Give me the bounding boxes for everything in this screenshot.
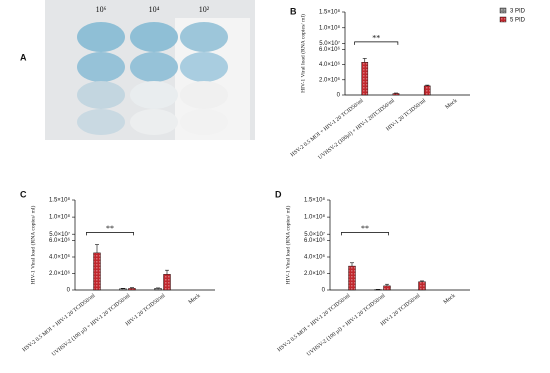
x-tick-label: Mock — [443, 293, 457, 306]
x-tick-label: HSV-2 0.5 MOI + HIV-1 20 TCID50/ml — [277, 293, 352, 354]
panel-label: A — [20, 52, 27, 62]
error-bar — [130, 287, 134, 289]
well — [77, 109, 125, 135]
dilution-label: 10⁴ — [149, 5, 160, 14]
well — [130, 52, 178, 82]
y-tick-label: 1.5×10⁸ — [304, 197, 326, 204]
y-tick-label: 4.0×10⁶ — [319, 61, 341, 68]
dilution-label: 10² — [199, 5, 210, 14]
y-tick-label: 0 — [67, 288, 71, 294]
error-bar — [95, 244, 99, 253]
legend-swatch — [499, 16, 507, 23]
error-bar — [425, 84, 430, 86]
panel-label: C — [20, 189, 27, 199]
y-tick-label: 6.0×10⁶ — [49, 237, 71, 244]
bar — [154, 288, 162, 291]
bar — [418, 281, 426, 291]
panel-label: D — [275, 189, 282, 199]
y-tick-label: 5.0×10⁷ — [304, 231, 325, 238]
panel-label: B — [290, 6, 297, 16]
y-tick-label: 5.0×10⁷ — [319, 40, 340, 47]
y-tick-label: 1.5×10⁸ — [49, 197, 71, 204]
legend-label: 5 PID — [510, 18, 526, 24]
y-tick-label: 2.0×10⁶ — [49, 270, 71, 277]
dilution-label: 10⁶ — [96, 5, 107, 14]
y-tick-label: 1.0×10⁸ — [49, 214, 71, 221]
legend-swatch — [499, 7, 507, 14]
y-tick-label: 0 — [337, 93, 341, 99]
y-tick-label: 2.0×10⁶ — [319, 76, 341, 83]
significance-bracket — [86, 232, 134, 236]
well — [130, 109, 178, 135]
well — [180, 22, 228, 52]
well — [180, 52, 228, 82]
legend-label: 3 PID — [510, 9, 526, 15]
bar — [392, 93, 400, 96]
panel-a: A 10⁶ 10⁴ 10² — [20, 0, 255, 140]
y-tick-label: 6.0×10⁶ — [319, 46, 341, 53]
y-tick-label: 4.0×10⁶ — [304, 254, 326, 261]
y-axis-label: HIV-1 Viral load (RNA copies/ ml) — [284, 205, 291, 284]
bar — [348, 265, 356, 291]
y-axis-label: HIV-1 Viral load (RNA copies/ ml) — [29, 205, 36, 284]
significance-bracket — [354, 41, 399, 45]
well — [77, 22, 125, 52]
y-tick-label: 2.0×10⁶ — [304, 270, 326, 277]
error-bar — [165, 269, 169, 275]
error-bar — [362, 58, 367, 63]
well — [77, 81, 125, 109]
well — [130, 81, 178, 109]
bar — [361, 62, 369, 96]
bar — [423, 85, 431, 96]
x-tick-label: HSV-2 0.5 MOI + HIV-1 20 TCID50/ml — [22, 293, 97, 354]
x-tick-label: Mock — [444, 98, 458, 111]
error-bar — [420, 280, 424, 282]
y-tick-label: 0 — [322, 288, 326, 294]
bar — [383, 285, 391, 291]
y-tick-label: 4.0×10⁶ — [49, 254, 71, 261]
well — [77, 52, 125, 82]
significance-bracket — [341, 232, 389, 236]
y-axis-label: HIV-1 Viral load (RNA copies/ ml) — [299, 14, 306, 93]
y-tick-label: 1.0×10⁸ — [304, 214, 326, 221]
significance-label: ** — [361, 224, 369, 233]
error-bar — [350, 262, 354, 267]
bar — [119, 288, 127, 291]
y-tick-label: 1.5×10⁸ — [319, 9, 341, 16]
y-tick-label: 6.0×10⁶ — [304, 237, 326, 244]
y-tick-label: 5.0×10⁷ — [49, 231, 70, 238]
bar — [93, 252, 101, 291]
well — [130, 22, 178, 52]
well — [180, 81, 228, 109]
bar — [163, 274, 171, 291]
y-tick-label: 1.0×10⁸ — [319, 24, 341, 31]
error-bar — [385, 283, 389, 286]
well — [180, 109, 228, 135]
bar — [128, 288, 136, 291]
significance-label: ** — [372, 34, 380, 43]
significance-label: ** — [106, 224, 114, 233]
x-tick-label: Mock — [188, 293, 202, 306]
